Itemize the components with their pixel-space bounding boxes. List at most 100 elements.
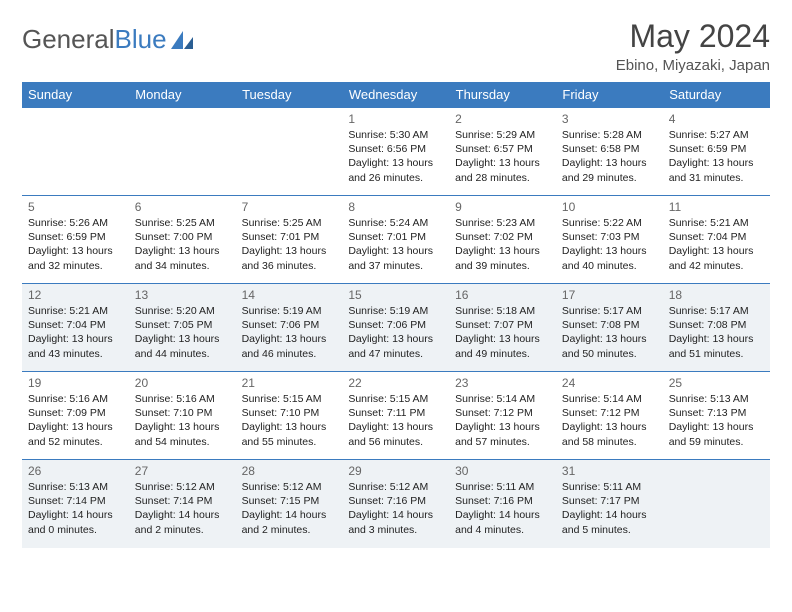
calendar-table: SundayMondayTuesdayWednesdayThursdayFrid… xyxy=(22,82,770,548)
day-number: 15 xyxy=(348,288,443,302)
calendar-day-cell: 15 Sunrise: 5:19 AMSunset: 7:06 PMDayligh… xyxy=(342,284,449,372)
day-info: Sunrise: 5:16 AMSunset: 7:09 PMDaylight:… xyxy=(28,392,123,449)
day-number: 6 xyxy=(135,200,230,214)
day-number: 17 xyxy=(562,288,657,302)
logo: GeneralBlue xyxy=(22,18,195,55)
calendar-day-cell: 22 Sunrise: 5:15 AMSunset: 7:11 PMDayligh… xyxy=(342,372,449,460)
calendar-week-row: 26Sunrise: 5:13 AMSunset: 7:14 PMDayligh… xyxy=(22,460,770,548)
day-number: 9 xyxy=(455,200,550,214)
day-number: 22 xyxy=(348,376,443,390)
calendar-day-cell: 5 Sunrise: 5:26 AMSunset: 6:59 PMDaylight… xyxy=(22,196,129,284)
day-number: 24 xyxy=(562,376,657,390)
day-info: Sunrise: 5:15 AMSunset: 7:10 PMDaylight:… xyxy=(242,392,337,449)
weekday-header: Wednesday xyxy=(342,82,449,108)
day-number: 16 xyxy=(455,288,550,302)
day-info: Sunrise: 5:13 AMSunset: 7:13 PMDaylight:… xyxy=(669,392,764,449)
calendar-day-cell: 21 Sunrise: 5:15 AMSunset: 7:10 PMDayligh… xyxy=(236,372,343,460)
calendar-day-cell: 27 Sunrise: 5:12 AMSunset: 7:14 PMDayligh… xyxy=(129,460,236,548)
logo-text-2: Blue xyxy=(115,24,167,55)
day-number: 4 xyxy=(669,112,764,126)
day-number: 13 xyxy=(135,288,230,302)
day-info: Sunrise: 5:19 AMSunset: 7:06 PMDaylight:… xyxy=(242,304,337,361)
day-number: 28 xyxy=(242,464,337,478)
day-info: Sunrise: 5:17 AMSunset: 7:08 PMDaylight:… xyxy=(562,304,657,361)
calendar-day-cell: 20 Sunrise: 5:16 AMSunset: 7:10 PMDayligh… xyxy=(129,372,236,460)
location: Ebino, Miyazaki, Japan xyxy=(616,57,770,74)
calendar-day-cell: 11 Sunrise: 5:21 AMSunset: 7:04 PMDayligh… xyxy=(663,196,770,284)
calendar-day-cell xyxy=(129,108,236,196)
day-info: Sunrise: 5:25 AMSunset: 7:01 PMDaylight:… xyxy=(242,216,337,273)
calendar-day-cell: 3 Sunrise: 5:28 AMSunset: 6:58 PMDaylight… xyxy=(556,108,663,196)
calendar-day-cell: 2Sunrise: 5:29 AMSunset: 6:57 PMDaylight… xyxy=(449,108,556,196)
day-number: 20 xyxy=(135,376,230,390)
day-number: 25 xyxy=(669,376,764,390)
day-info: Sunrise: 5:25 AMSunset: 7:00 PMDaylight:… xyxy=(135,216,230,273)
day-info: Sunrise: 5:14 AMSunset: 7:12 PMDaylight:… xyxy=(455,392,550,449)
day-info: Sunrise: 5:19 AMSunset: 7:06 PMDaylight:… xyxy=(348,304,443,361)
logo-sail-icon xyxy=(169,29,195,51)
day-info: Sunrise: 5:15 AMSunset: 7:11 PMDaylight:… xyxy=(348,392,443,449)
weekday-header-row: SundayMondayTuesdayWednesdayThursdayFrid… xyxy=(22,82,770,108)
calendar-day-cell: 30 Sunrise: 5:11 AMSunset: 7:16 PMDayligh… xyxy=(449,460,556,548)
calendar-day-cell: 29Sunrise: 5:12 AMSunset: 7:16 PMDayligh… xyxy=(342,460,449,548)
calendar-day-cell: 13 Sunrise: 5:20 AMSunset: 7:05 PMDayligh… xyxy=(129,284,236,372)
calendar-day-cell: 16 Sunrise: 5:18 AMSunset: 7:07 PMDayligh… xyxy=(449,284,556,372)
calendar-day-cell: 28 Sunrise: 5:12 AMSunset: 7:15 PMDayligh… xyxy=(236,460,343,548)
weekday-header: Friday xyxy=(556,82,663,108)
calendar-day-cell: 10Sunrise: 5:22 AMSunset: 7:03 PMDayligh… xyxy=(556,196,663,284)
day-info: Sunrise: 5:24 AMSunset: 7:01 PMDaylight:… xyxy=(348,216,443,273)
calendar-week-row: 5 Sunrise: 5:26 AMSunset: 6:59 PMDaylight… xyxy=(22,196,770,284)
day-info: Sunrise: 5:20 AMSunset: 7:05 PMDaylight:… xyxy=(135,304,230,361)
calendar-day-cell: 24 Sunrise: 5:14 AMSunset: 7:12 PMDayligh… xyxy=(556,372,663,460)
day-number: 27 xyxy=(135,464,230,478)
day-info: Sunrise: 5:28 AMSunset: 6:58 PMDaylight:… xyxy=(562,128,657,185)
calendar-day-cell: 17 Sunrise: 5:17 AMSunset: 7:08 PMDayligh… xyxy=(556,284,663,372)
calendar-day-cell: 14Sunrise: 5:19 AMSunset: 7:06 PMDayligh… xyxy=(236,284,343,372)
day-number: 11 xyxy=(669,200,764,214)
day-number: 7 xyxy=(242,200,337,214)
day-info: Sunrise: 5:30 AMSunset: 6:56 PMDaylight:… xyxy=(348,128,443,185)
day-number: 23 xyxy=(455,376,550,390)
calendar-day-cell xyxy=(663,460,770,548)
calendar-day-cell: 4Sunrise: 5:27 AMSunset: 6:59 PMDaylight… xyxy=(663,108,770,196)
day-info: Sunrise: 5:11 AMSunset: 7:16 PMDaylight:… xyxy=(455,480,550,537)
calendar-day-cell: 23 Sunrise: 5:14 AMSunset: 7:12 PMDayligh… xyxy=(449,372,556,460)
calendar-day-cell: 9 Sunrise: 5:23 AMSunset: 7:02 PMDaylight… xyxy=(449,196,556,284)
day-number: 29 xyxy=(348,464,443,478)
calendar-day-cell: 6 Sunrise: 5:25 AMSunset: 7:00 PMDaylight… xyxy=(129,196,236,284)
day-number: 30 xyxy=(455,464,550,478)
calendar-day-cell xyxy=(236,108,343,196)
day-number: 19 xyxy=(28,376,123,390)
day-info: Sunrise: 5:12 AMSunset: 7:15 PMDaylight:… xyxy=(242,480,337,537)
day-info: Sunrise: 5:26 AMSunset: 6:59 PMDaylight:… xyxy=(28,216,123,273)
weekday-header: Tuesday xyxy=(236,82,343,108)
day-info: Sunrise: 5:29 AMSunset: 6:57 PMDaylight:… xyxy=(455,128,550,185)
day-number: 8 xyxy=(348,200,443,214)
day-info: Sunrise: 5:18 AMSunset: 7:07 PMDaylight:… xyxy=(455,304,550,361)
day-info: Sunrise: 5:22 AMSunset: 7:03 PMDaylight:… xyxy=(562,216,657,273)
day-number: 31 xyxy=(562,464,657,478)
weekday-header: Thursday xyxy=(449,82,556,108)
weekday-header: Monday xyxy=(129,82,236,108)
calendar-day-cell: 19 Sunrise: 5:16 AMSunset: 7:09 PMDayligh… xyxy=(22,372,129,460)
day-number: 26 xyxy=(28,464,123,478)
calendar-day-cell: 7 Sunrise: 5:25 AMSunset: 7:01 PMDaylight… xyxy=(236,196,343,284)
calendar-day-cell: 31Sunrise: 5:11 AMSunset: 7:17 PMDayligh… xyxy=(556,460,663,548)
calendar-day-cell: 8 Sunrise: 5:24 AMSunset: 7:01 PMDaylight… xyxy=(342,196,449,284)
day-info: Sunrise: 5:21 AMSunset: 7:04 PMDaylight:… xyxy=(28,304,123,361)
calendar-day-cell: 1 Sunrise: 5:30 AMSunset: 6:56 PMDaylight… xyxy=(342,108,449,196)
day-info: Sunrise: 5:12 AMSunset: 7:14 PMDaylight:… xyxy=(135,480,230,537)
day-number: 1 xyxy=(348,112,443,126)
day-info: Sunrise: 5:16 AMSunset: 7:10 PMDaylight:… xyxy=(135,392,230,449)
calendar-week-row: 19 Sunrise: 5:16 AMSunset: 7:09 PMDayligh… xyxy=(22,372,770,460)
day-number: 3 xyxy=(562,112,657,126)
day-info: Sunrise: 5:14 AMSunset: 7:12 PMDaylight:… xyxy=(562,392,657,449)
day-info: Sunrise: 5:17 AMSunset: 7:08 PMDaylight:… xyxy=(669,304,764,361)
day-number: 5 xyxy=(28,200,123,214)
calendar-day-cell: 25 Sunrise: 5:13 AMSunset: 7:13 PMDayligh… xyxy=(663,372,770,460)
day-info: Sunrise: 5:21 AMSunset: 7:04 PMDaylight:… xyxy=(669,216,764,273)
title-block: May 2024 Ebino, Miyazaki, Japan xyxy=(616,18,770,74)
calendar-day-cell: 18Sunrise: 5:17 AMSunset: 7:08 PMDayligh… xyxy=(663,284,770,372)
day-info: Sunrise: 5:23 AMSunset: 7:02 PMDaylight:… xyxy=(455,216,550,273)
day-number: 21 xyxy=(242,376,337,390)
